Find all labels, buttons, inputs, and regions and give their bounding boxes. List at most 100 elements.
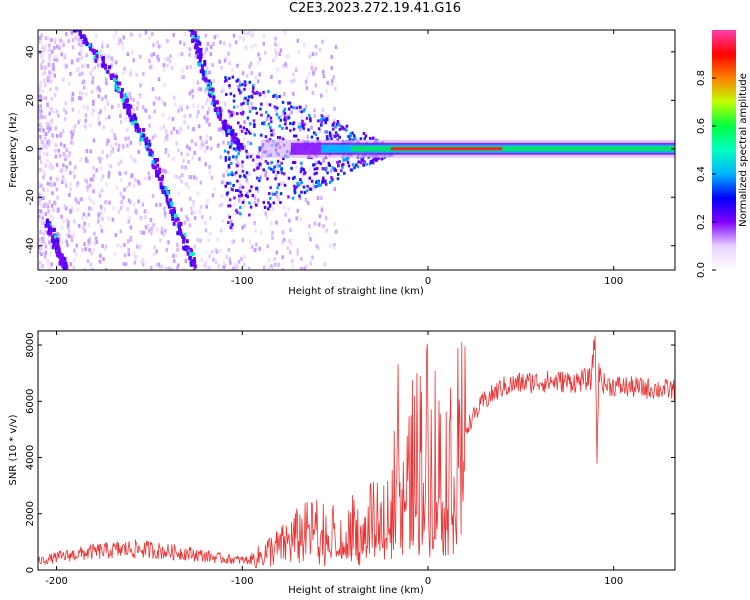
noise-cell bbox=[275, 113, 279, 117]
noise-cell bbox=[49, 162, 52, 167]
colorbar-scale bbox=[712, 30, 736, 270]
noise-cell bbox=[188, 52, 191, 57]
noise-cell bbox=[298, 194, 301, 198]
trace-2-cell bbox=[198, 41, 202, 46]
noise-cell bbox=[331, 78, 334, 83]
noise-cell bbox=[242, 174, 246, 178]
noise-cell bbox=[188, 146, 191, 151]
carrier-peak bbox=[390, 147, 503, 151]
noise-cell bbox=[83, 63, 87, 68]
noise-cell bbox=[267, 122, 271, 126]
noise-cell bbox=[159, 43, 163, 48]
trace-1-cell bbox=[159, 181, 163, 186]
noise-cell bbox=[236, 104, 239, 109]
noise-cell bbox=[279, 181, 283, 186]
noise-cell bbox=[126, 185, 129, 190]
noise-cell bbox=[334, 125, 337, 129]
noise-cell bbox=[42, 58, 46, 63]
noise-cell bbox=[47, 165, 51, 170]
noise-cell bbox=[271, 168, 275, 172]
noise-cell bbox=[38, 265, 41, 270]
noise-cell bbox=[236, 211, 239, 215]
noise-cell bbox=[342, 163, 345, 167]
noise-cell bbox=[201, 105, 204, 110]
noise-cell bbox=[60, 52, 63, 57]
trace-1-cell bbox=[143, 137, 147, 142]
noise-cell bbox=[241, 238, 245, 243]
noise-cell bbox=[129, 72, 132, 77]
noise-cell bbox=[41, 53, 44, 58]
noise-cell bbox=[57, 207, 60, 212]
noise-cell bbox=[40, 125, 43, 130]
trace-2-cell bbox=[203, 62, 207, 67]
noise-cell bbox=[240, 129, 244, 133]
noise-cell bbox=[208, 231, 212, 236]
noise-cell bbox=[53, 109, 56, 114]
noise-cell bbox=[119, 205, 123, 210]
noise-cell bbox=[252, 86, 255, 90]
spectrogram-y-label: Frequency (Hz) bbox=[8, 112, 19, 188]
trace-2-cell bbox=[197, 62, 201, 67]
noise-cell bbox=[50, 109, 53, 114]
noise-cell bbox=[216, 33, 219, 38]
noise-cell bbox=[102, 125, 106, 130]
noise-cell bbox=[352, 134, 356, 138]
noise-cell bbox=[275, 110, 278, 115]
noise-cell bbox=[264, 159, 268, 163]
noise-cell bbox=[88, 248, 91, 253]
noise-cell bbox=[222, 173, 225, 178]
noise-cell bbox=[303, 127, 306, 132]
trace-1-cell bbox=[133, 113, 137, 118]
trace-2-cell bbox=[208, 90, 212, 95]
noise-cell bbox=[77, 119, 81, 124]
noise-cell bbox=[314, 119, 318, 124]
noise-cell bbox=[275, 51, 278, 56]
noise-cell bbox=[341, 165, 344, 169]
noise-cell bbox=[191, 127, 194, 132]
noise-cell bbox=[314, 83, 318, 88]
noise-cell bbox=[299, 127, 302, 132]
trace-1-cell bbox=[192, 257, 196, 262]
noise-cell bbox=[325, 118, 329, 122]
noise-cell bbox=[314, 66, 317, 71]
noise-cell bbox=[275, 250, 279, 255]
trace-2-cell bbox=[212, 98, 216, 103]
noise-cell bbox=[43, 132, 47, 137]
noise-cell bbox=[147, 228, 151, 233]
noise-cell bbox=[87, 195, 91, 200]
noise-cell bbox=[190, 210, 194, 215]
noise-cell bbox=[296, 38, 300, 43]
noise-cell bbox=[98, 156, 101, 161]
noise-cell bbox=[227, 109, 231, 113]
trace-3-cell bbox=[60, 257, 64, 262]
trace-1-cell bbox=[176, 217, 180, 222]
noise-cell bbox=[334, 45, 338, 50]
noise-cell bbox=[247, 105, 251, 110]
trace-1-cell bbox=[109, 75, 113, 80]
noise-cell bbox=[139, 243, 142, 248]
noise-cell bbox=[364, 134, 368, 138]
trace-1-cell bbox=[118, 81, 122, 86]
noise-cell bbox=[78, 91, 82, 96]
noise-cell bbox=[65, 148, 68, 153]
noise-cell bbox=[92, 108, 95, 113]
noise-cell bbox=[308, 176, 311, 180]
noise-cell bbox=[227, 173, 230, 177]
noise-cell bbox=[258, 146, 261, 150]
noise-cell bbox=[44, 250, 48, 255]
noise-cell bbox=[253, 221, 256, 226]
noise-cell bbox=[225, 254, 228, 259]
trace-1-cell bbox=[92, 48, 96, 53]
trace-1-cell bbox=[156, 157, 160, 162]
noise-cell bbox=[149, 231, 153, 236]
noise-cell bbox=[281, 112, 285, 117]
noise-cell bbox=[40, 139, 43, 144]
noise-cell bbox=[50, 118, 54, 123]
trace-2-cell bbox=[191, 25, 194, 29]
noise-cell bbox=[315, 171, 318, 175]
noise-cell bbox=[77, 200, 80, 205]
trace-2-cell bbox=[191, 30, 195, 32]
noise-cell bbox=[80, 55, 84, 60]
noise-cell bbox=[330, 175, 333, 179]
noise-cell bbox=[160, 226, 164, 231]
